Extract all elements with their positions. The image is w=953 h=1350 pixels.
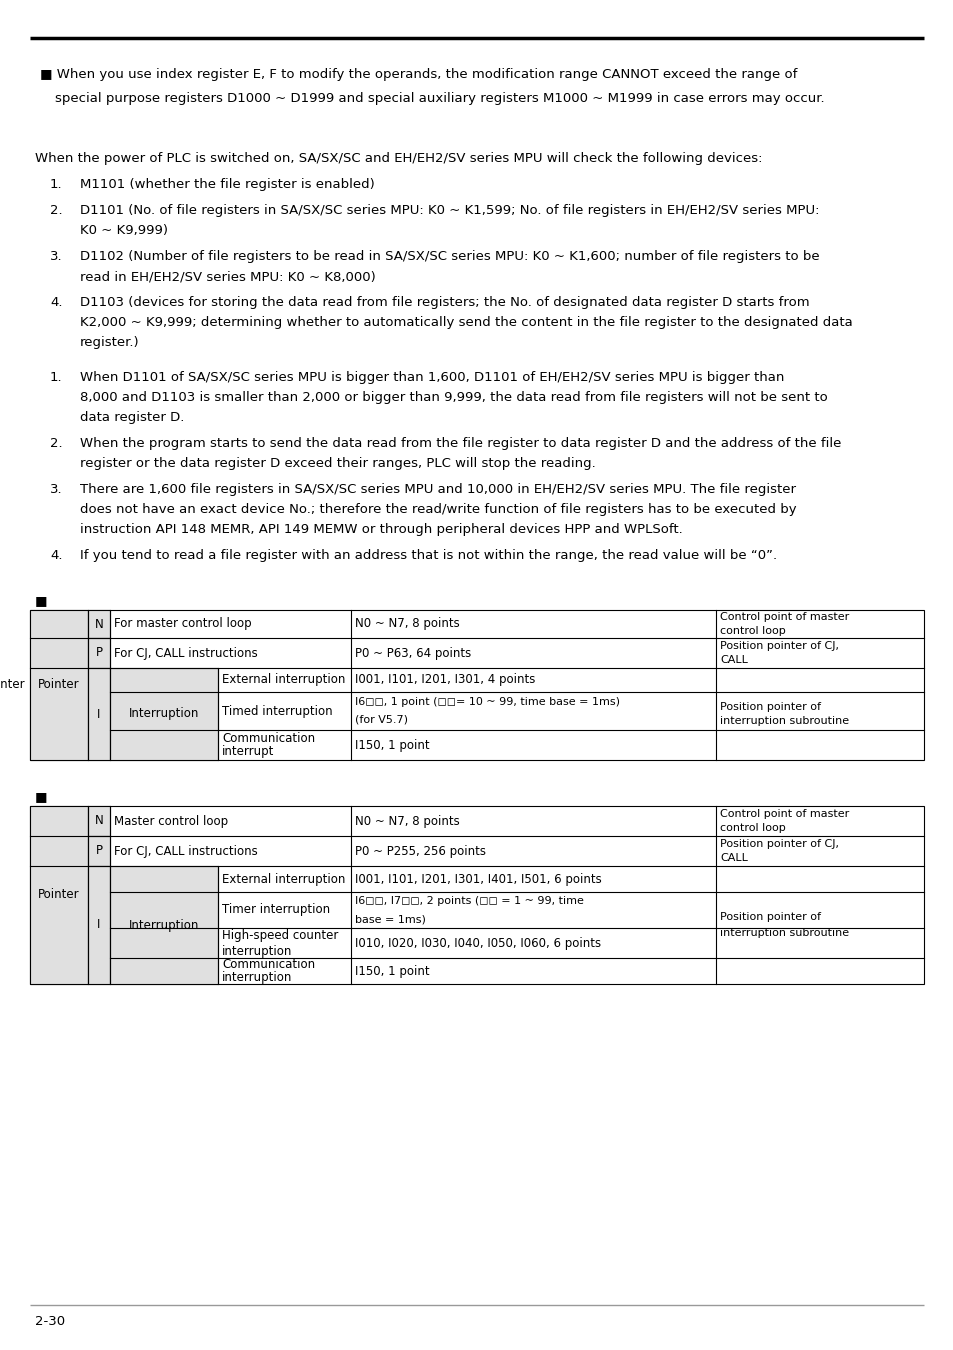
Text: I6◻◻, 1 point (◻◻= 10 ~ 99, time base = 1ms): I6◻◻, 1 point (◻◻= 10 ~ 99, time base = … xyxy=(355,697,619,707)
Text: N0 ~ N7, 8 points: N0 ~ N7, 8 points xyxy=(355,617,459,630)
Text: For master control loop: For master control loop xyxy=(113,617,252,630)
Text: Pointer: Pointer xyxy=(38,679,80,691)
Text: control loop: control loop xyxy=(720,626,785,636)
Text: I: I xyxy=(97,707,101,721)
Text: special purpose registers D1000 ~ D1999 and special auxiliary registers M1000 ~ : special purpose registers D1000 ~ D1999 … xyxy=(55,92,823,105)
Text: Interruption: Interruption xyxy=(129,918,199,932)
Text: I150, 1 point: I150, 1 point xyxy=(355,738,429,752)
Text: 3.: 3. xyxy=(50,250,63,263)
Text: Control point of master: Control point of master xyxy=(720,809,848,819)
Text: ■: ■ xyxy=(35,594,48,608)
Text: Position pointer of CJ,: Position pointer of CJ, xyxy=(720,641,838,651)
Text: Communication: Communication xyxy=(222,732,314,744)
Text: When the power of PLC is switched on, SA/SX/SC and EH/EH2/SV series MPU will che: When the power of PLC is switched on, SA… xyxy=(35,153,761,165)
Bar xyxy=(30,806,923,984)
Text: register or the data register D exceed their ranges, PLC will stop the reading.: register or the data register D exceed t… xyxy=(80,458,595,470)
Bar xyxy=(110,668,218,760)
Text: 3.: 3. xyxy=(50,483,63,495)
Text: Timed interruption: Timed interruption xyxy=(222,705,333,717)
Text: interrupt: interrupt xyxy=(222,745,274,759)
Text: 8,000 and D1103 is smaller than 2,000 or bigger than 9,999, the data read from f: 8,000 and D1103 is smaller than 2,000 or… xyxy=(80,392,827,404)
Text: read in EH/EH2/SV series MPU: K0 ~ K8,000): read in EH/EH2/SV series MPU: K0 ~ K8,00… xyxy=(80,270,375,284)
Text: control loop: control loop xyxy=(720,824,785,833)
Text: ■: ■ xyxy=(35,790,48,803)
Bar xyxy=(88,865,110,984)
Text: For CJ, CALL instructions: For CJ, CALL instructions xyxy=(113,647,257,660)
Bar xyxy=(88,668,110,760)
Text: Timer interruption: Timer interruption xyxy=(222,903,330,917)
Text: D1102 (Number of file registers to be read in SA/SX/SC series MPU: K0 ~ K1,600; : D1102 (Number of file registers to be re… xyxy=(80,250,819,263)
Text: Pointer: Pointer xyxy=(0,679,26,691)
Text: instruction API 148 MEMR, API 149 MEMW or through peripheral devices HPP and WPL: instruction API 148 MEMR, API 149 MEMW o… xyxy=(80,522,682,536)
Text: I010, I020, I030, I040, I050, I060, 6 points: I010, I020, I030, I040, I050, I060, 6 po… xyxy=(355,937,600,949)
Text: When the program starts to send the data read from the file register to data reg: When the program starts to send the data… xyxy=(80,437,841,450)
Text: M1101 (whether the file register is enabled): M1101 (whether the file register is enab… xyxy=(80,178,375,190)
Text: K2,000 ~ K9,999; determining whether to automatically send the content in the fi: K2,000 ~ K9,999; determining whether to … xyxy=(80,316,852,329)
Text: If you tend to read a file register with an address that is not within the range: If you tend to read a file register with… xyxy=(80,549,777,562)
Text: 2.: 2. xyxy=(50,204,63,217)
Text: 1.: 1. xyxy=(50,178,63,190)
Text: interruption: interruption xyxy=(222,972,292,984)
Text: interruption: interruption xyxy=(222,945,292,957)
Text: CALL: CALL xyxy=(720,655,747,666)
Text: register.): register.) xyxy=(80,336,139,350)
Text: Position pointer of CJ,: Position pointer of CJ, xyxy=(720,838,838,849)
Text: P0 ~ P255, 256 points: P0 ~ P255, 256 points xyxy=(355,845,485,857)
Text: External interruption: External interruption xyxy=(222,674,345,687)
Text: I: I xyxy=(97,918,101,932)
Text: base = 1ms): base = 1ms) xyxy=(355,914,425,923)
Text: does not have an exact device No.; therefore the read/write function of file reg: does not have an exact device No.; there… xyxy=(80,504,796,516)
Text: K0 ~ K9,999): K0 ~ K9,999) xyxy=(80,224,168,238)
Text: I150, 1 point: I150, 1 point xyxy=(355,964,429,977)
Text: N: N xyxy=(94,814,103,828)
Text: Control point of master: Control point of master xyxy=(720,612,848,622)
Text: 4.: 4. xyxy=(50,296,63,309)
Text: There are 1,600 file registers in SA/SX/SC series MPU and 10,000 in EH/EH2/SV se: There are 1,600 file registers in SA/SX/… xyxy=(80,483,795,495)
Text: N: N xyxy=(94,617,103,630)
Text: For CJ, CALL instructions: For CJ, CALL instructions xyxy=(113,845,257,857)
Text: N0 ~ N7, 8 points: N0 ~ N7, 8 points xyxy=(355,814,459,828)
Text: 2-30: 2-30 xyxy=(35,1315,65,1328)
Text: ■ When you use index register E, F to modify the operands, the modification rang: ■ When you use index register E, F to mo… xyxy=(40,68,797,81)
Bar xyxy=(30,610,88,760)
Text: 2.: 2. xyxy=(50,437,63,450)
Text: Pointer: Pointer xyxy=(38,888,80,902)
Text: 1.: 1. xyxy=(50,371,63,383)
Text: Master control loop: Master control loop xyxy=(113,814,228,828)
Text: D1101 (No. of file registers in SA/SX/SC series MPU: K0 ~ K1,599; No. of file re: D1101 (No. of file registers in SA/SX/SC… xyxy=(80,204,819,217)
Text: P: P xyxy=(95,647,102,660)
Bar xyxy=(88,806,110,836)
Text: Position pointer of: Position pointer of xyxy=(720,702,821,711)
Text: data register D.: data register D. xyxy=(80,410,184,424)
Text: High-speed counter: High-speed counter xyxy=(222,929,338,941)
Text: I6◻◻, I7◻◻, 2 points (◻◻ = 1 ~ 99, time: I6◻◻, I7◻◻, 2 points (◻◻ = 1 ~ 99, time xyxy=(355,896,583,906)
Bar xyxy=(30,610,923,760)
Text: P0 ~ P63, 64 points: P0 ~ P63, 64 points xyxy=(355,647,471,660)
Text: 4.: 4. xyxy=(50,549,63,562)
Text: Position pointer of: Position pointer of xyxy=(720,913,821,922)
Text: Interruption: Interruption xyxy=(129,707,199,721)
Text: P: P xyxy=(95,845,102,857)
Bar xyxy=(110,865,218,984)
Text: Communication: Communication xyxy=(222,957,314,971)
Text: External interruption: External interruption xyxy=(222,872,345,886)
Bar xyxy=(88,610,110,639)
Text: I001, I101, I201, I301, 4 points: I001, I101, I201, I301, 4 points xyxy=(355,674,535,687)
Text: interruption subroutine: interruption subroutine xyxy=(720,927,848,938)
Text: I001, I101, I201, I301, I401, I501, 6 points: I001, I101, I201, I301, I401, I501, 6 po… xyxy=(355,872,601,886)
Text: CALL: CALL xyxy=(720,853,747,863)
Bar xyxy=(30,806,88,984)
Bar xyxy=(88,836,110,865)
Text: D1103 (devices for storing the data read from file registers; the No. of designa: D1103 (devices for storing the data read… xyxy=(80,296,809,309)
Text: (for V5.7): (for V5.7) xyxy=(355,716,408,725)
Bar xyxy=(88,639,110,668)
Text: interruption subroutine: interruption subroutine xyxy=(720,716,848,726)
Text: When D1101 of SA/SX/SC series MPU is bigger than 1,600, D1101 of EH/EH2/SV serie: When D1101 of SA/SX/SC series MPU is big… xyxy=(80,371,783,383)
